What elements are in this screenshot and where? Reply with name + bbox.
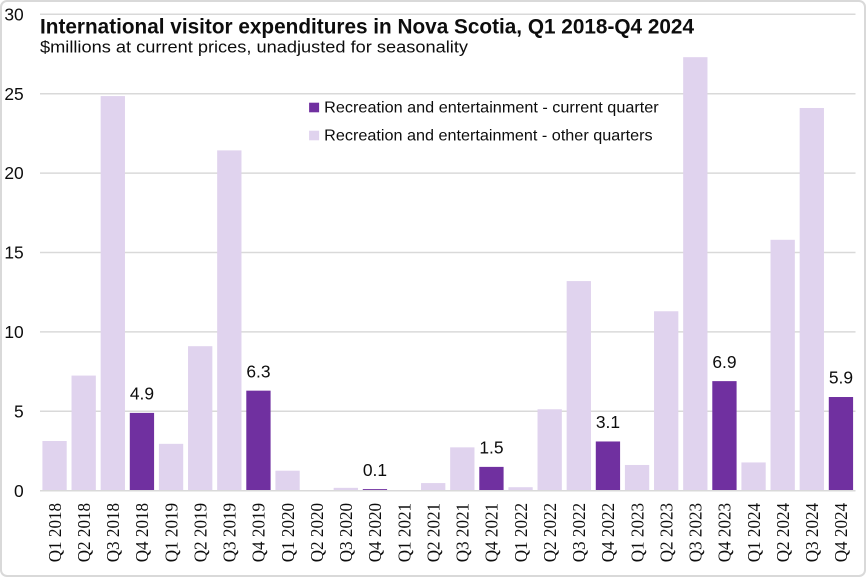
svg-text:Q2 2024: Q2 2024: [773, 503, 793, 562]
svg-text:Q2 2023: Q2 2023: [656, 503, 676, 562]
svg-text:Q2 2021: Q2 2021: [423, 503, 443, 562]
svg-text:0: 0: [14, 481, 24, 501]
svg-text:Q3 2023: Q3 2023: [686, 503, 706, 562]
svg-text:Q3 2022: Q3 2022: [569, 503, 589, 562]
svg-text:0.1: 0.1: [363, 460, 387, 480]
svg-text:25: 25: [4, 84, 23, 104]
svg-text:Q2 2020: Q2 2020: [307, 503, 327, 562]
svg-text:1.5: 1.5: [479, 438, 503, 458]
svg-text:4.9: 4.9: [130, 384, 154, 404]
svg-text:Q4 2020: Q4 2020: [365, 503, 385, 562]
svg-text:20: 20: [4, 163, 23, 183]
svg-text:Q1 2018: Q1 2018: [45, 503, 65, 562]
svg-text:Q4 2023: Q4 2023: [715, 503, 735, 562]
svg-text:$millions at current prices, u: $millions at current prices, unadjusted …: [40, 39, 469, 57]
svg-text:Recreation and entertainment -: Recreation and entertainment - current q…: [324, 99, 659, 116]
svg-text:Q1 2023: Q1 2023: [627, 503, 647, 562]
svg-text:Q4 2019: Q4 2019: [249, 503, 269, 562]
svg-text:Q1 2019: Q1 2019: [161, 503, 181, 562]
svg-text:Q1 2021: Q1 2021: [394, 503, 414, 562]
svg-text:Q1 2022: Q1 2022: [511, 503, 531, 562]
svg-text:3.1: 3.1: [596, 412, 620, 432]
svg-text:International visitor expendit: International visitor expenditures in No…: [40, 15, 694, 38]
svg-text:Q4 2018: Q4 2018: [132, 503, 152, 562]
svg-text:5: 5: [14, 401, 24, 421]
svg-text:5.9: 5.9: [829, 368, 853, 388]
svg-text:Q2 2019: Q2 2019: [190, 503, 210, 562]
svg-text:Q2 2022: Q2 2022: [540, 503, 560, 562]
svg-text:Q2 2018: Q2 2018: [74, 503, 94, 562]
svg-text:6.9: 6.9: [712, 352, 736, 372]
svg-text:Recreation and entertainment -: Recreation and entertainment - other qua…: [324, 127, 652, 144]
svg-text:15: 15: [4, 243, 23, 263]
svg-text:Q4 2022: Q4 2022: [598, 503, 618, 562]
svg-text:Q3 2024: Q3 2024: [802, 503, 822, 562]
svg-text:10: 10: [4, 322, 23, 342]
svg-text:Q4 2024: Q4 2024: [831, 503, 851, 562]
svg-text:Q3 2021: Q3 2021: [453, 503, 473, 562]
svg-text:6.3: 6.3: [246, 361, 270, 381]
svg-text:Q1 2024: Q1 2024: [744, 503, 764, 562]
svg-text:Q4 2021: Q4 2021: [482, 503, 502, 562]
svg-text:Q3 2018: Q3 2018: [103, 503, 123, 562]
svg-text:Q3 2019: Q3 2019: [220, 503, 240, 562]
svg-text:Q3 2020: Q3 2020: [336, 503, 356, 562]
svg-text:Q1 2020: Q1 2020: [278, 503, 298, 562]
svg-text:30: 30: [4, 4, 23, 24]
